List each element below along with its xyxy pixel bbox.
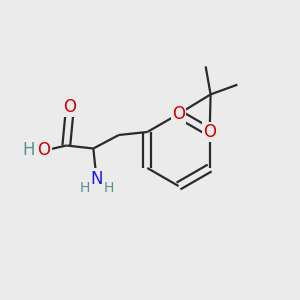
- Text: O: O: [172, 105, 185, 123]
- Text: O: O: [37, 141, 50, 159]
- Text: H: H: [103, 182, 113, 195]
- Text: N: N: [90, 169, 103, 188]
- Text: H: H: [22, 141, 35, 159]
- Text: O: O: [203, 123, 216, 141]
- Text: H: H: [79, 182, 89, 195]
- Text: O: O: [63, 98, 76, 116]
